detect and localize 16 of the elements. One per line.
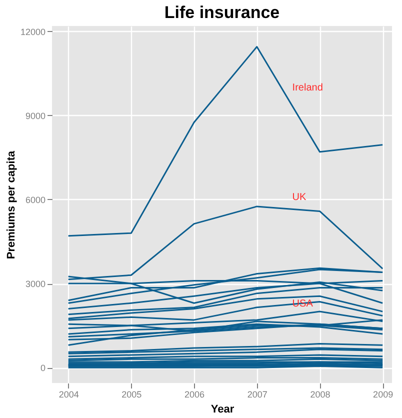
y-tick-label: 12000 [20, 26, 46, 37]
x-tick-label: 2008 [310, 390, 330, 400]
x-tick-label: 2009 [373, 390, 394, 400]
y-tick-label: 3000 [25, 279, 46, 290]
series-label: Ireland [292, 82, 323, 94]
x-tick-label: 2005 [122, 390, 142, 400]
x-tick-label: 2007 [247, 390, 268, 400]
y-tick-label: 9000 [25, 110, 46, 121]
chart-title: Life insurance [164, 3, 280, 22]
x-tick-label: 2006 [184, 390, 205, 400]
x-axis-title: Year [210, 404, 235, 416]
y-tick-label: 0 [40, 363, 46, 374]
y-axis-title: Premiums per capita [5, 150, 18, 260]
x-tick-label: 2004 [58, 390, 79, 400]
y-tick-label: 6000 [25, 194, 46, 205]
series-label: UK [292, 192, 307, 203]
